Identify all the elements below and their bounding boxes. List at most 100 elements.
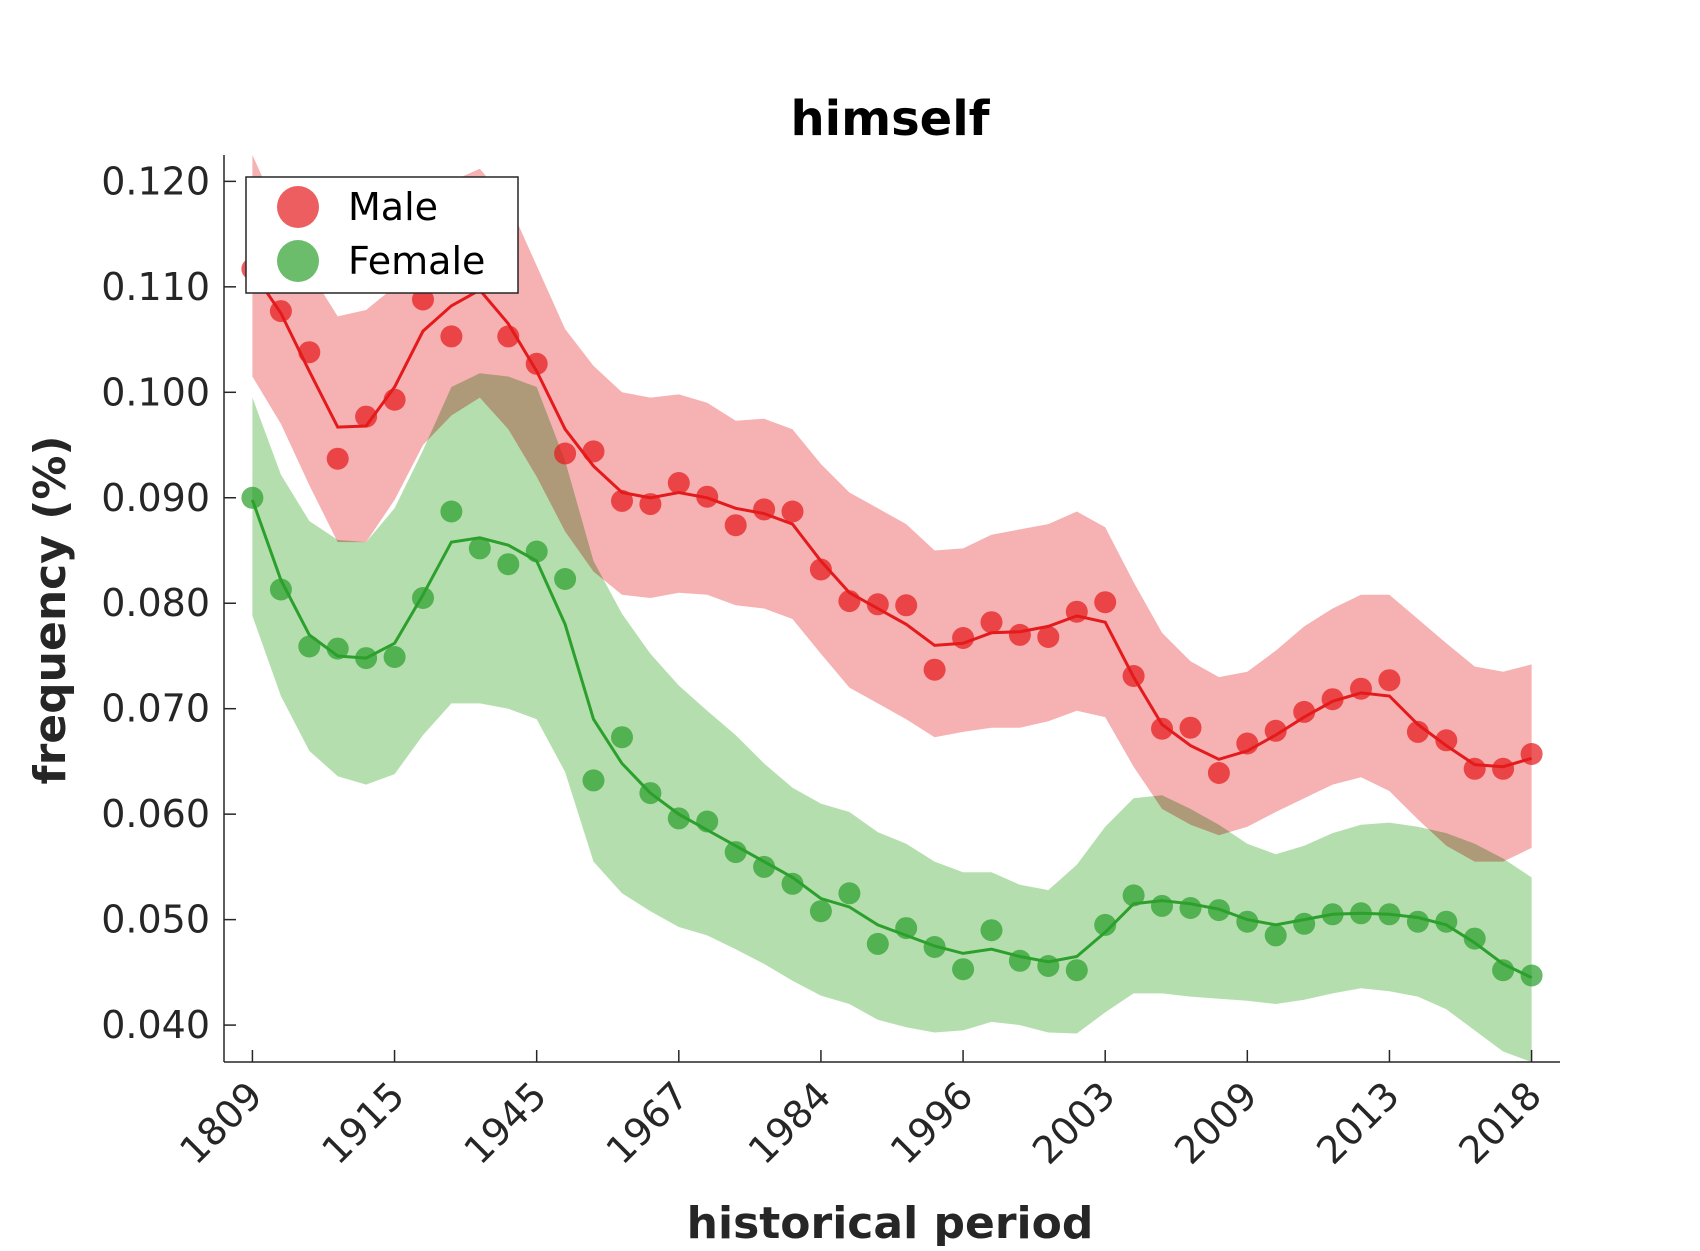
x-tick-label: 1809 xyxy=(171,1073,271,1173)
y-tick-label: 0.120 xyxy=(101,159,210,203)
legend-marker-male xyxy=(277,186,319,228)
male-data-point xyxy=(1350,677,1372,700)
male-data-point xyxy=(1406,720,1429,743)
male-data-point xyxy=(781,500,804,523)
female-data-point xyxy=(582,769,605,792)
male-data-point xyxy=(554,442,577,465)
male-data-point xyxy=(838,590,861,613)
female-data-point xyxy=(923,936,946,958)
female-data-point xyxy=(1350,902,1372,925)
male-data-point xyxy=(809,558,832,581)
female-data-point xyxy=(468,537,491,560)
x-axis-label: historical period xyxy=(687,1198,1094,1246)
female-data-point xyxy=(1492,959,1515,982)
male-data-point xyxy=(611,489,633,512)
male-data-point xyxy=(696,485,719,508)
female-data-point xyxy=(1321,903,1344,926)
female-data-point xyxy=(753,855,776,878)
male-data-point xyxy=(497,325,520,348)
confidence-bands xyxy=(252,155,1532,1062)
female-data-point xyxy=(1435,910,1458,933)
female-data-point xyxy=(383,646,406,668)
legend-marker-female xyxy=(277,240,319,282)
x-tick-label: 2018 xyxy=(1450,1073,1550,1173)
y-tick-label: 0.060 xyxy=(101,792,210,836)
male-data-point xyxy=(753,498,776,521)
female-data-point xyxy=(1008,949,1031,972)
data-points xyxy=(241,257,1543,987)
female-data-point xyxy=(1122,884,1145,907)
male-data-point xyxy=(412,288,434,311)
male-data-point xyxy=(1094,591,1117,614)
x-tick-label: 2009 xyxy=(1166,1073,1266,1173)
female-data-point xyxy=(241,486,264,509)
male-data-point xyxy=(1122,665,1145,687)
male-data-point xyxy=(1207,762,1230,784)
female-data-point xyxy=(355,647,378,670)
female-data-point xyxy=(1094,913,1117,936)
x-tick-label: 1984 xyxy=(740,1073,840,1173)
y-tick-label: 0.050 xyxy=(101,898,210,942)
smoothed-lines xyxy=(250,270,1533,979)
male-data-point xyxy=(1037,626,1060,648)
male-data-point xyxy=(440,325,463,348)
male-data-point xyxy=(1065,600,1088,623)
male-data-point xyxy=(1321,688,1344,711)
male-data-point xyxy=(326,447,349,470)
female-data-point xyxy=(1406,910,1429,933)
female-data-point xyxy=(1065,959,1088,982)
x-tick-label: 2003 xyxy=(1024,1073,1124,1173)
female-data-point xyxy=(298,635,321,658)
female-data-point xyxy=(1264,924,1287,947)
female-data-point xyxy=(809,900,832,923)
male-data-point xyxy=(895,594,918,617)
male-data-point xyxy=(952,627,975,649)
female-data-point xyxy=(1463,927,1486,950)
female-data-point xyxy=(326,637,349,660)
female-data-point xyxy=(1207,899,1230,922)
male-data-point xyxy=(1520,743,1543,765)
female-data-point xyxy=(696,810,719,833)
male-data-point xyxy=(1293,700,1316,723)
male-data-point xyxy=(923,658,946,681)
male-data-point xyxy=(1378,669,1401,692)
female-data-point xyxy=(440,500,463,523)
female-data-point xyxy=(525,540,548,563)
male-data-point xyxy=(1492,757,1515,780)
x-tick-label: 1967 xyxy=(598,1073,698,1173)
female-data-point xyxy=(1378,903,1401,926)
y-tick-label: 0.090 xyxy=(101,476,210,520)
female-data-point xyxy=(412,587,434,609)
female-data-point xyxy=(838,882,861,905)
male-data-point xyxy=(1179,716,1202,739)
male-data-point xyxy=(866,593,889,616)
male-data-point xyxy=(1435,729,1458,752)
male-data-point xyxy=(525,352,548,375)
female-data-point xyxy=(980,919,1003,942)
male-data-point xyxy=(383,388,406,411)
female-trend-line xyxy=(250,499,1533,979)
male-trend-line xyxy=(251,270,1533,769)
legend: Male Female xyxy=(245,176,519,294)
chart-title: himself xyxy=(790,91,990,147)
female-data-point xyxy=(781,872,804,895)
female-data-point xyxy=(724,841,747,864)
legend-label-male: Male xyxy=(348,185,438,229)
male-data-point xyxy=(1264,719,1287,742)
y-tick-label: 0.110 xyxy=(101,265,210,309)
female-data-point xyxy=(1236,910,1259,933)
male-data-point xyxy=(1151,717,1173,740)
x-tick-label: 1915 xyxy=(313,1073,413,1173)
female-data-point xyxy=(952,958,975,981)
female-data-point xyxy=(269,578,292,601)
x-tick-label: 2013 xyxy=(1308,1073,1408,1173)
male-data-point xyxy=(639,493,662,516)
female-band xyxy=(252,373,1532,1062)
female-data-point xyxy=(866,932,889,955)
male-band xyxy=(252,155,1532,862)
male-data-point xyxy=(980,611,1003,634)
female-data-point xyxy=(639,782,662,805)
female-data-point xyxy=(1520,964,1543,987)
